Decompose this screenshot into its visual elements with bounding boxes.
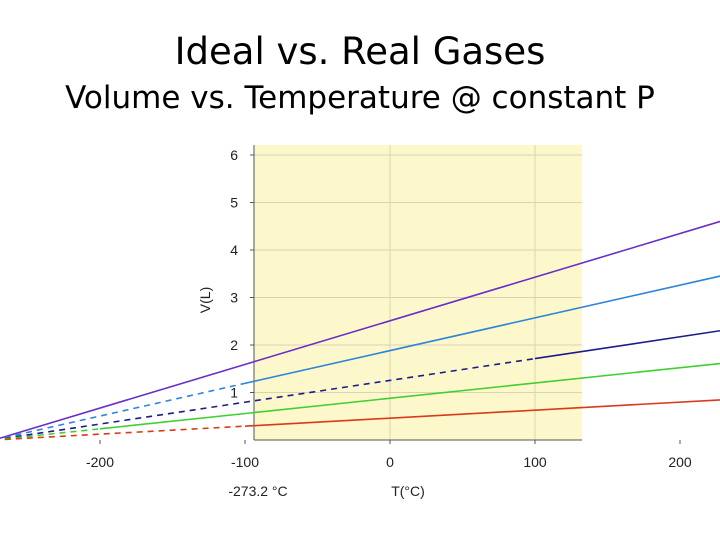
series-line-ch4-extrapolated <box>0 382 246 440</box>
y-tick-label: 3 <box>230 290 238 306</box>
slide-subtitle: Volume vs. Temperature @ constant P <box>65 80 655 116</box>
x-tick-label: 200 <box>668 454 692 470</box>
y-tick-label: 2 <box>230 337 238 353</box>
plot-area <box>254 145 582 440</box>
x-tick-label: 0 <box>386 454 394 470</box>
y-tick-label: 6 <box>230 147 238 163</box>
slide-title: Ideal vs. Real Gases <box>174 30 546 73</box>
series-line-n2o-extrapolated <box>0 425 246 441</box>
series-lines <box>0 220 720 441</box>
x-tick-label: 100 <box>523 454 547 470</box>
absolute-zero-annotation: -273.2 °C <box>228 483 287 499</box>
y-tick-label: 5 <box>230 195 238 211</box>
x-tick-label: -200 <box>86 454 114 470</box>
series-line-h2 <box>99 362 720 430</box>
series-line-h2o-extrapolated <box>0 357 536 440</box>
series-line-h2-extrapolated <box>0 428 101 441</box>
series-line-h2o <box>534 329 720 360</box>
axes: -300-200-1000100200300123456 <box>86 145 692 470</box>
series-line-he <box>0 220 720 439</box>
y-axis-label: V(L) <box>197 287 213 313</box>
series-line-n2o <box>244 399 720 427</box>
series-line-ch4 <box>244 275 720 385</box>
y-tick-label: 4 <box>230 242 238 258</box>
y-tick-label: 1 <box>230 385 238 401</box>
x-axis-label: T(°C) <box>391 483 425 499</box>
x-tick-label: -100 <box>231 454 259 470</box>
